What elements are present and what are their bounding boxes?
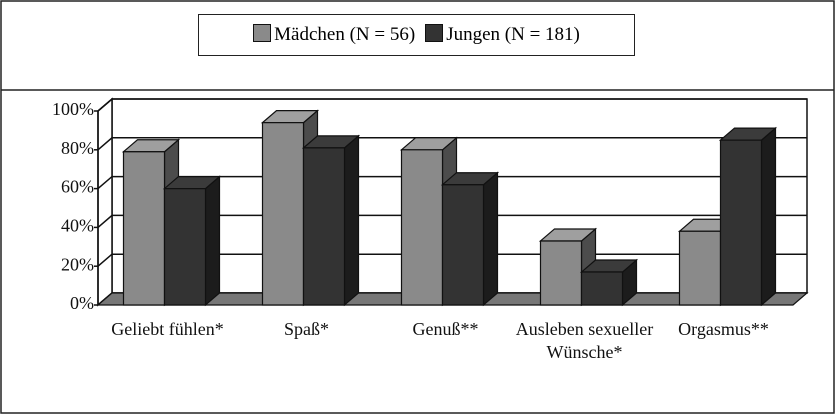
bar-side — [760, 126, 777, 307]
legend-label: Jungen (N = 181) — [446, 24, 580, 45]
bar-front — [719, 139, 763, 306]
y-tick-label: 100% — [52, 99, 94, 119]
bar — [301, 134, 361, 307]
y-tick-label: 20% — [61, 254, 94, 274]
bar-front — [302, 147, 346, 306]
legend-item: Mädchen (N = 56) — [253, 24, 415, 46]
x-tick-label: Orgasmus** — [678, 319, 769, 339]
x-tick-label: Spaß* — [284, 319, 329, 339]
legend: Mädchen (N = 56) Jungen (N = 181) — [198, 14, 635, 56]
x-tick-label: Ausleben sexueller Wünsche* — [515, 319, 654, 362]
grid-line — [97, 137, 807, 151]
y-tick-label: 80% — [61, 138, 94, 158]
bar-side — [343, 134, 360, 307]
bar — [162, 175, 222, 307]
bar-front — [678, 230, 722, 306]
legend-label: Mädchen (N = 56) — [274, 24, 416, 45]
x-tick-label: Geliebt fühlen* — [111, 319, 224, 339]
bar-front — [122, 151, 166, 306]
bar-side — [482, 171, 499, 307]
bar-front — [441, 184, 485, 306]
x-tick-label: Genuß** — [412, 319, 479, 339]
y-tick-label: 40% — [61, 216, 94, 236]
grid-line — [97, 98, 807, 112]
y-tick-label: 60% — [61, 177, 94, 197]
legend-swatch — [425, 24, 444, 42]
grid-line — [97, 214, 807, 228]
bar — [440, 171, 500, 307]
legend-swatch — [253, 24, 272, 42]
bar-front — [261, 122, 305, 306]
bar — [579, 258, 639, 307]
bar-front — [539, 240, 583, 306]
bar-front — [400, 149, 444, 306]
bar-side — [204, 175, 221, 307]
bar-front — [163, 188, 207, 306]
side-wall — [97, 97, 113, 307]
bar — [718, 126, 778, 307]
bar-front — [580, 271, 624, 306]
grid-line — [97, 175, 807, 190]
legend-item: Jungen (N = 181) — [425, 24, 580, 46]
y-tick-label: 0% — [70, 293, 94, 313]
